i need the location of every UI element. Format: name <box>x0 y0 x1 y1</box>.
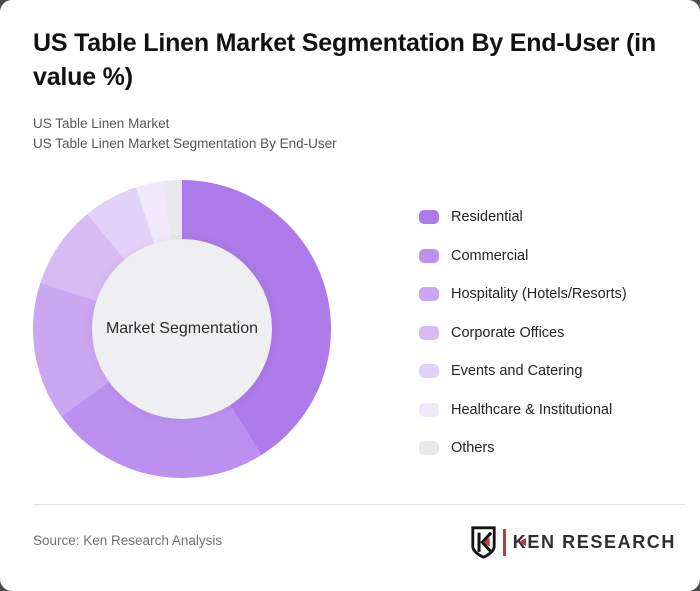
legend-label: Events and Catering <box>451 363 583 380</box>
footer-divider <box>33 504 685 505</box>
legend-label: Healthcare & Institutional <box>451 401 613 418</box>
legend-item-others: Others <box>419 429 684 468</box>
legend-item-healthcare-institutional: Healthcare & Institutional <box>419 391 684 430</box>
donut-center: Market Segmentation <box>92 239 272 419</box>
legend-swatch <box>419 210 439 225</box>
legend-swatch <box>419 441 439 456</box>
legend-item-commercial: Commercial <box>419 237 684 276</box>
ken-research-shield-icon <box>471 525 496 559</box>
donut-center-label: Market Segmentation <box>105 320 259 337</box>
page-title: US Table Linen Market Segmentation By En… <box>33 29 656 91</box>
subtitle-line-2: US Table Linen Market Segmentation By En… <box>33 136 337 151</box>
legend-item-hospitality-hotels-resorts: Hospitality (Hotels/Resorts) <box>419 275 684 314</box>
subtitle-line-1: US Table Linen Market <box>33 116 170 131</box>
legend-label: Others <box>451 440 495 457</box>
legend-item-residential: Residential <box>419 198 684 237</box>
legend-swatch <box>419 287 439 302</box>
legend-label: Residential <box>451 209 523 226</box>
chart-subtitle: US Table Linen Market US Table Linen Mar… <box>33 114 653 154</box>
legend-item-events-and-catering: Events and Catering <box>419 352 684 391</box>
logo-separator-bar <box>502 528 506 556</box>
logo-text: KEN RESEARCH <box>512 531 676 552</box>
legend-item-corporate-offices: Corporate Offices <box>419 314 684 353</box>
legend-label: Commercial <box>451 247 529 264</box>
source-note: Source: Ken Research Analysis <box>33 533 223 548</box>
legend-swatch <box>419 402 439 417</box>
ken-research-logo: KEN RESEARCH <box>470 524 676 560</box>
donut-chart: Market Segmentation <box>33 180 331 478</box>
logo-k-red-triangle-icon <box>519 538 527 546</box>
legend-label: Corporate Offices <box>451 324 565 341</box>
legend-label: Hospitality (Hotels/Resorts) <box>451 286 627 303</box>
legend-swatch <box>419 364 439 379</box>
legend-swatch <box>419 248 439 263</box>
legend: Residential Commercial Hospitality (Hotels… <box>419 198 684 468</box>
legend-swatch <box>419 325 439 340</box>
shield-red-triangle <box>483 537 490 547</box>
logo-wordmark: KEN RESEARCH <box>513 532 676 553</box>
